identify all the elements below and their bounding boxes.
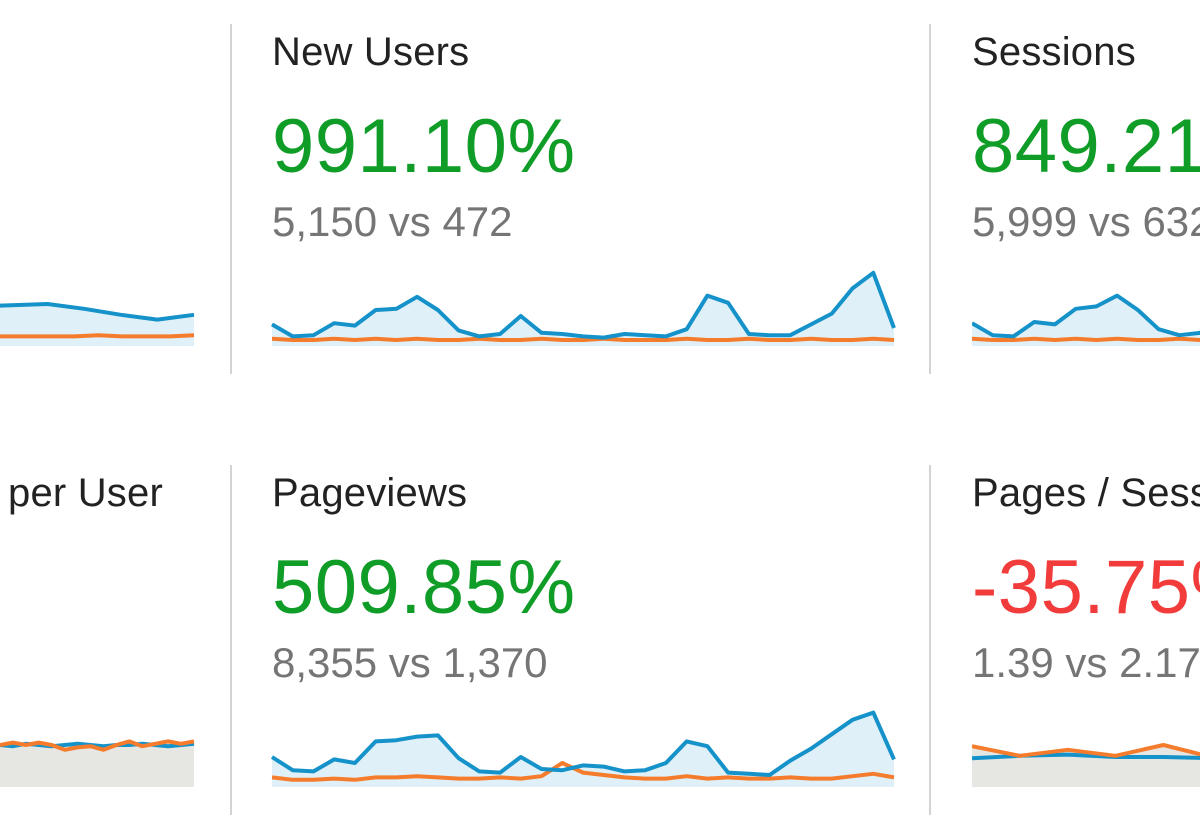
sparkline-secondary-line [972, 743, 1200, 758]
sparkline-area [272, 712, 894, 787]
metric-sparkline [972, 293, 1200, 346]
column-divider [929, 465, 931, 815]
sparkline-area [972, 295, 1200, 346]
metric-change: 509.85% [272, 545, 576, 630]
sparkline-primary-line [972, 293, 1200, 339]
column-divider [929, 24, 931, 374]
sparkline-secondary-line [0, 739, 195, 752]
sparkline-area [0, 741, 194, 787]
sparkline-primary-line [0, 302, 195, 322]
metric-comparison: 5,999 vs 632 [972, 198, 1200, 245]
metric-title: New Users [272, 30, 470, 74]
metric-card-new-users[interactable]: New Users 991.10% 5,150 vs 472 [270, 0, 912, 400]
sparkline-secondary-line [271, 336, 895, 342]
metric-card-pages-per-session[interactable]: Pages / Session -35.75% 1.39 vs 2.17 [972, 441, 1200, 840]
sparkline-primary-line [972, 752, 1200, 761]
sparkline-secondary-line [0, 333, 195, 339]
metric-card-sessions-per-user[interactable]: per User [0, 441, 230, 840]
metric-card-users[interactable] [0, 0, 212, 400]
metric-comparison: 5,150 vs 472 [272, 198, 513, 245]
sparkline-area [272, 272, 894, 346]
metric-title: per User [8, 471, 163, 515]
column-divider [230, 465, 232, 815]
metric-sparkline [270, 710, 896, 787]
metric-change: 991.10% [272, 104, 576, 189]
metric-title: Sessions [972, 30, 1136, 74]
column-divider [230, 24, 232, 374]
metric-sparkline [270, 270, 896, 346]
sparkline-secondary-line [972, 336, 1200, 342]
metric-sparkline [0, 739, 195, 787]
metric-title: Pages / Session [972, 471, 1200, 515]
metric-comparison: 8,355 vs 1,370 [272, 639, 548, 686]
metric-comparison: 1.39 vs 2.17 [972, 639, 1200, 686]
metric-card-pageviews[interactable]: Pageviews 509.85% 8,355 vs 1,370 [270, 441, 912, 840]
metric-sparkline [972, 743, 1200, 787]
metric-card-sessions[interactable]: Sessions 849.21% 5,999 vs 632 [972, 0, 1200, 400]
sparkline-primary-line [270, 270, 896, 340]
sparkline-secondary-line [271, 761, 895, 782]
metric-change: 849.21% [972, 104, 1200, 189]
sparkline-area [972, 745, 1200, 787]
metric-title: Pageviews [272, 471, 468, 515]
sparkline-primary-line [270, 710, 896, 777]
metric-sparkline [0, 302, 195, 346]
metric-change: -35.75% [972, 545, 1200, 630]
